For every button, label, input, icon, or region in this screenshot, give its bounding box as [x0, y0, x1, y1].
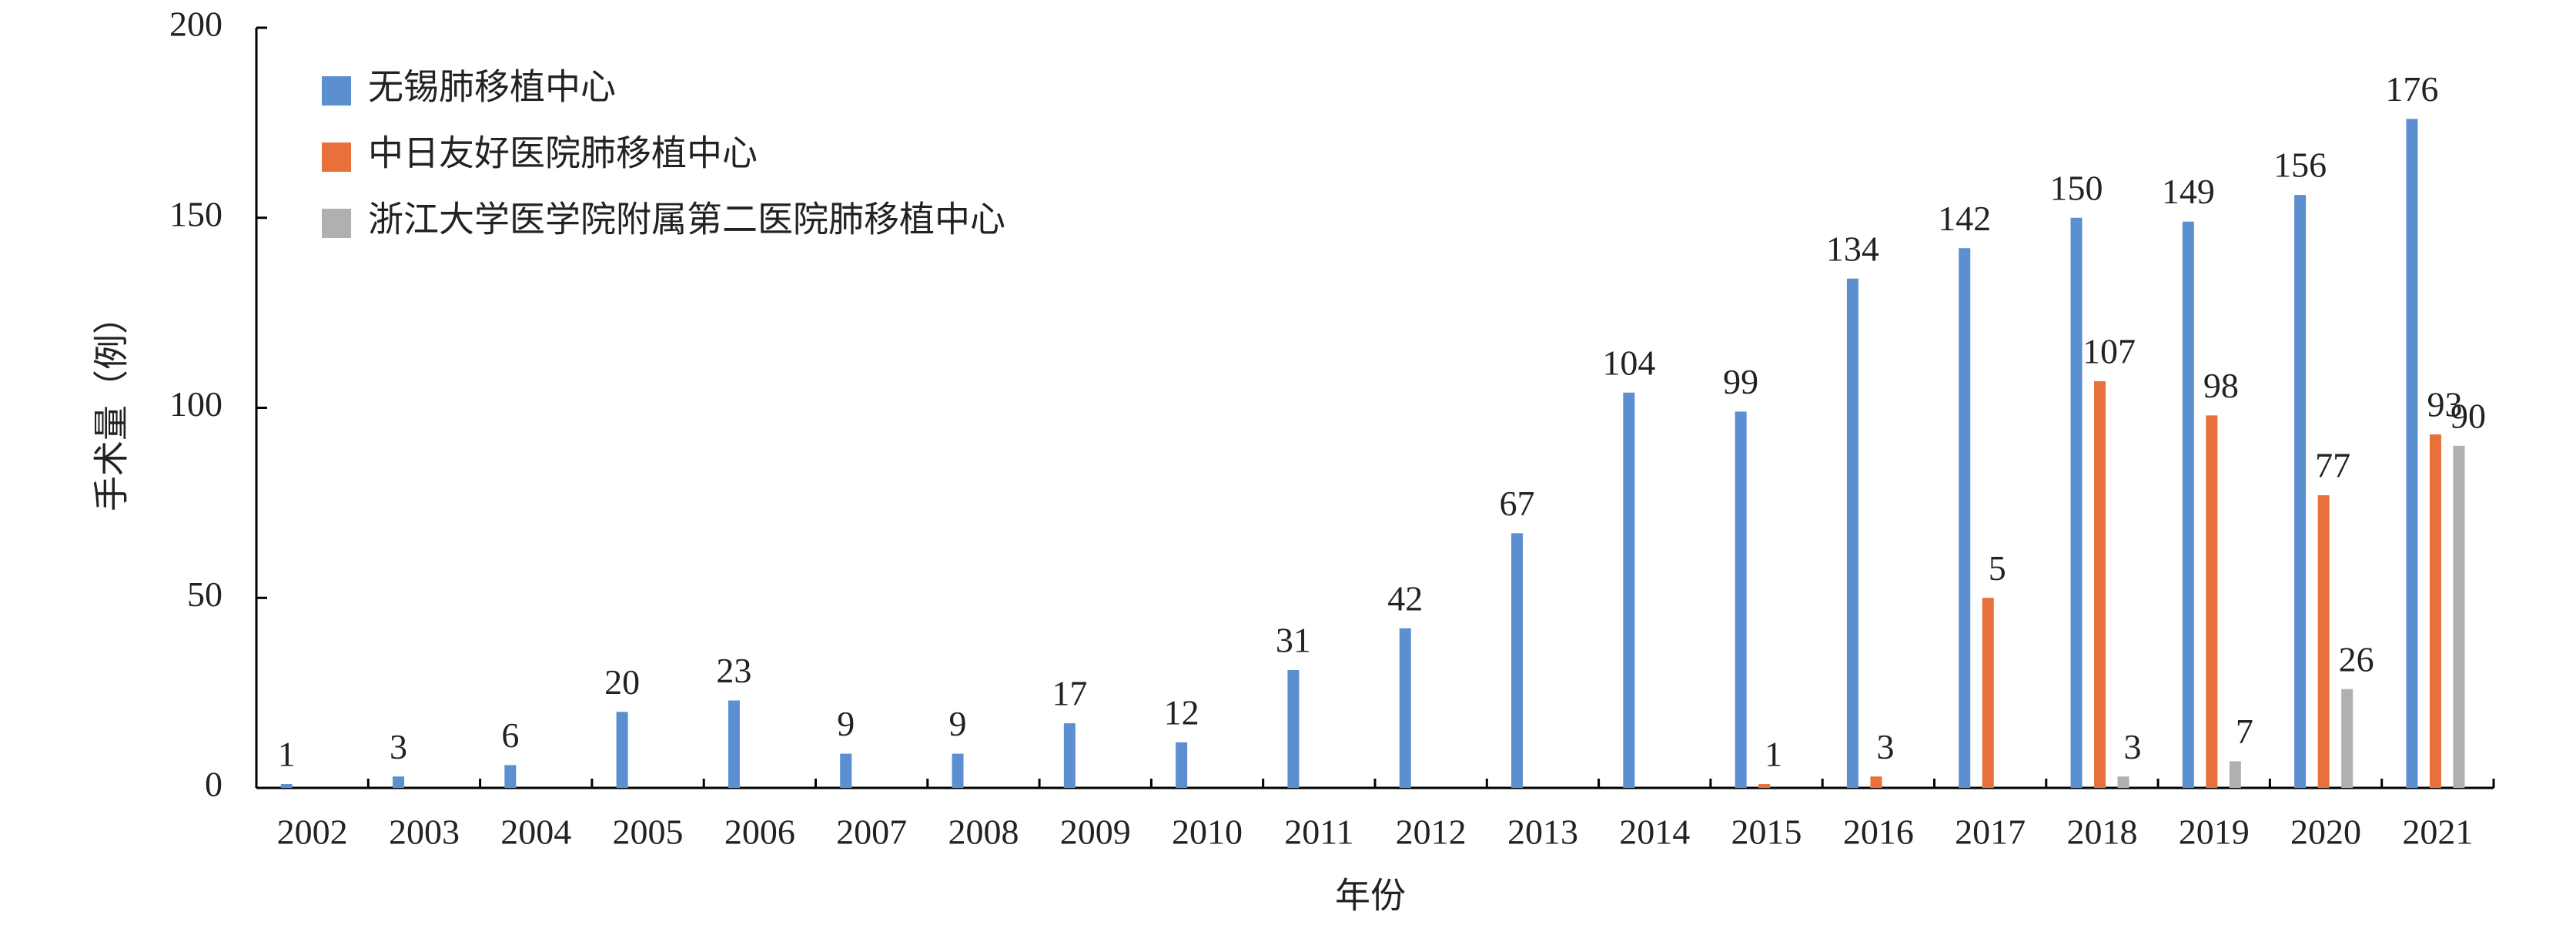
- x-tick-label: 2002: [277, 813, 348, 852]
- x-tick-label: 2007: [836, 813, 907, 852]
- data-label: 99: [1723, 362, 1758, 401]
- data-label: 1: [1765, 735, 1782, 774]
- data-label: 3: [1876, 727, 1894, 766]
- data-label: 23: [716, 651, 751, 690]
- x-tick-label: 2021: [2402, 813, 2473, 852]
- x-tick-label: 2016: [1843, 813, 1914, 852]
- bar: [1735, 411, 1747, 788]
- bar: [2406, 119, 2418, 788]
- bar: [280, 784, 293, 788]
- data-label: 142: [1938, 199, 1991, 238]
- data-label: 5: [1989, 548, 2006, 588]
- data-label: 98: [2203, 366, 2239, 405]
- data-label: 6: [501, 716, 519, 755]
- x-tick-label: 2004: [500, 813, 571, 852]
- data-label: 156: [2273, 146, 2327, 185]
- data-label: 67: [1500, 484, 1535, 523]
- y-tick-label: 50: [187, 575, 222, 614]
- bar: [393, 776, 405, 788]
- data-label: 3: [2124, 727, 2142, 766]
- data-label: 150: [2050, 168, 2103, 207]
- bar: [1176, 742, 1188, 788]
- bar: [1511, 533, 1524, 788]
- x-tick-label: 2013: [1507, 813, 1578, 852]
- data-label: 77: [2315, 446, 2350, 485]
- x-tick-label: 2008: [948, 813, 1019, 852]
- x-tick-label: 2017: [1955, 813, 2026, 852]
- bar: [1063, 723, 1076, 788]
- bar: [1758, 784, 1771, 788]
- bar: [1870, 776, 1882, 788]
- data-label: 26: [2339, 639, 2374, 679]
- x-tick-label: 2006: [724, 813, 795, 852]
- data-label: 31: [1276, 621, 1311, 660]
- x-tick-label: 2009: [1060, 813, 1131, 852]
- bar: [1982, 598, 1994, 788]
- bar: [2429, 434, 2441, 788]
- bar: [840, 753, 852, 788]
- data-label: 90: [2451, 396, 2486, 435]
- bar: [952, 753, 964, 788]
- y-tick-label: 100: [169, 384, 222, 424]
- data-label: 134: [1826, 229, 1879, 268]
- bar: [2182, 221, 2194, 788]
- bar: [2294, 195, 2307, 788]
- bar: [2317, 495, 2330, 788]
- legend-label: 浙江大学医学院附属第二医院肺移植中心: [368, 200, 1005, 240]
- data-label: 176: [2385, 69, 2438, 109]
- data-label: 12: [1164, 692, 1199, 732]
- bar: [2070, 217, 2083, 788]
- bar: [1399, 628, 1411, 788]
- data-label: 20: [604, 662, 640, 702]
- x-tick-label: 2015: [1731, 813, 1802, 852]
- data-label: 17: [1052, 674, 1087, 713]
- bar: [616, 712, 628, 788]
- data-label: 42: [1387, 578, 1423, 618]
- legend-label: 无锡肺移植中心: [368, 68, 616, 107]
- bar: [1287, 670, 1300, 788]
- data-label: 104: [1602, 343, 1655, 382]
- y-tick-label: 0: [205, 765, 222, 804]
- x-tick-label: 2010: [1172, 813, 1243, 852]
- data-label: 1: [278, 735, 296, 774]
- bar: [1623, 392, 1635, 788]
- legend-label: 中日友好医院肺移植中心: [368, 134, 758, 173]
- bar: [2117, 776, 2129, 788]
- y-axis-title: 手术量（例）: [92, 299, 132, 511]
- legend-swatch: [322, 142, 351, 172]
- x-tick-label: 2011: [1284, 813, 1353, 852]
- bar: [728, 700, 740, 788]
- bar: [2341, 689, 2354, 788]
- data-label: 3: [390, 727, 407, 766]
- x-tick-label: 2018: [2066, 813, 2137, 852]
- bar: [504, 765, 517, 788]
- x-tick-label: 2005: [613, 813, 684, 852]
- data-label: 9: [837, 704, 855, 743]
- data-label: 7: [2236, 712, 2253, 751]
- bar: [2453, 445, 2465, 788]
- bar: [2206, 415, 2218, 788]
- legend-swatch: [322, 76, 351, 106]
- data-label: 107: [2083, 332, 2136, 371]
- x-tick-label: 2003: [389, 813, 460, 852]
- data-label: 149: [2162, 172, 2215, 211]
- x-tick-label: 2020: [2290, 813, 2361, 852]
- bar: [2229, 761, 2241, 788]
- data-label: 9: [949, 704, 967, 743]
- x-tick-label: 2014: [1619, 813, 1690, 852]
- legend-swatch: [322, 209, 351, 238]
- bar: [2094, 380, 2106, 789]
- data-label: 93: [2427, 385, 2462, 424]
- x-tick-label: 2012: [1396, 813, 1467, 852]
- y-tick-label: 150: [169, 194, 222, 233]
- bar: [1846, 278, 1858, 789]
- x-axis-title: 年份: [1335, 876, 1406, 916]
- x-tick-label: 2019: [2179, 813, 2250, 852]
- y-tick-label: 200: [169, 5, 222, 44]
- bar: [1959, 248, 1971, 789]
